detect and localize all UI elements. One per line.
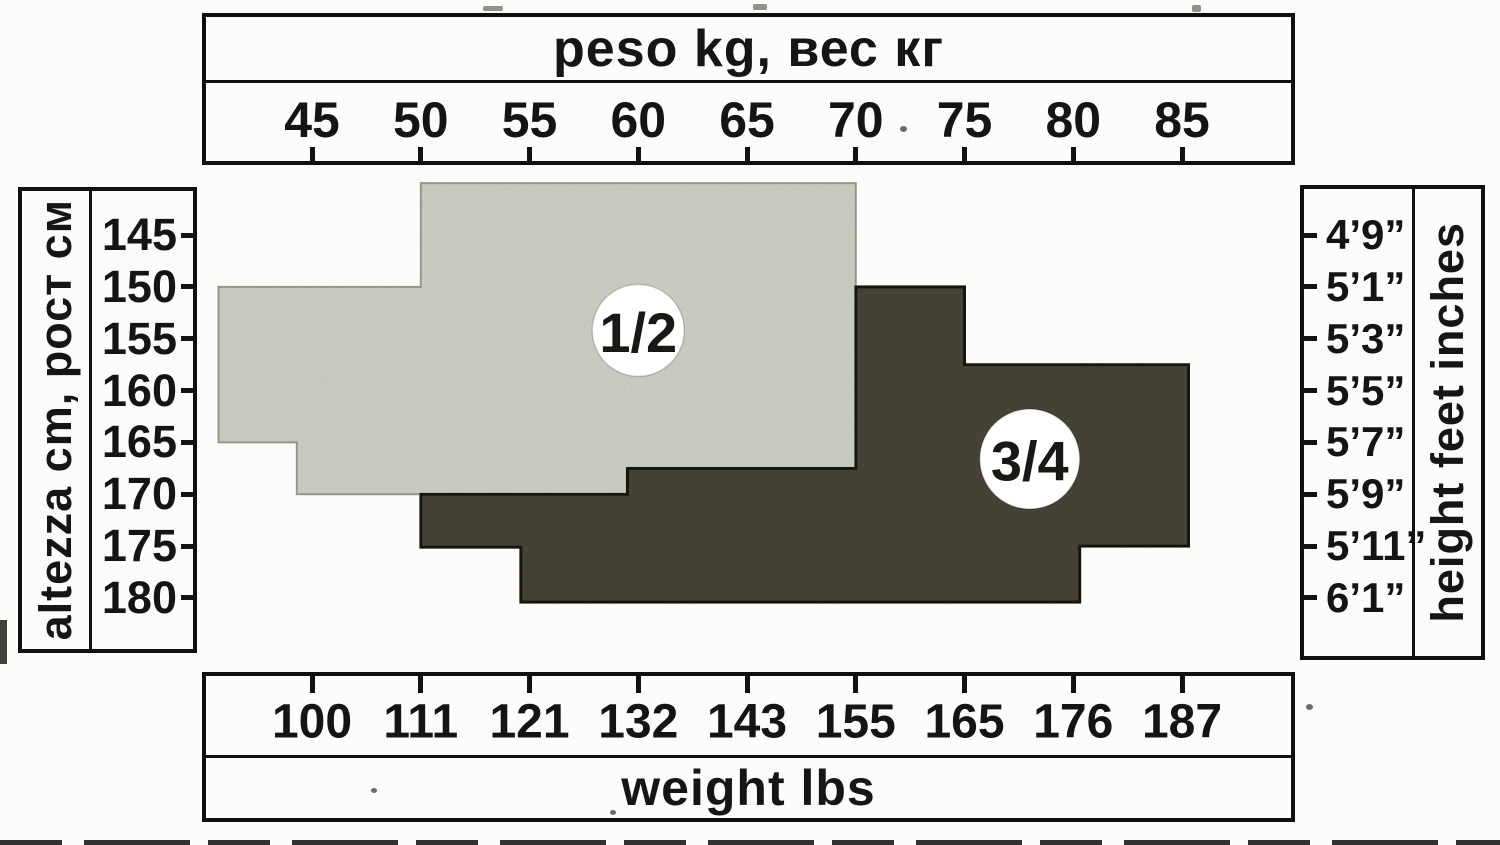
right-tick-mark-4 xyxy=(1302,439,1317,445)
left-tick-label-150: 150 xyxy=(101,260,177,312)
right-tick-label-6: 5’11” xyxy=(1326,522,1427,570)
top-tick-label-85: 85 xyxy=(1154,92,1210,148)
bottom-axis-title: weight lbs xyxy=(206,755,1291,818)
scan-corner-artifact xyxy=(0,620,7,664)
left-tick-label-165: 165 xyxy=(101,416,177,468)
top-tick-mark-55 xyxy=(527,147,532,163)
bottom-tick-mark-143 xyxy=(744,676,750,693)
right-tick-mark-3 xyxy=(1302,388,1317,394)
top-tick-label-75: 75 xyxy=(936,92,993,148)
top-tick-mark-80 xyxy=(1070,147,1076,163)
size-badge-circle-1-2 xyxy=(591,283,685,378)
left-tick-mark-155 xyxy=(181,336,196,342)
bottom-axis-title-text: weight lbs xyxy=(621,760,876,816)
scan-edge-artifact xyxy=(0,840,1500,845)
top-tick-label-50: 50 xyxy=(392,92,449,148)
left-axis-title-text: altezza cm, рост см xyxy=(29,199,81,641)
top-tick-mark-75 xyxy=(962,147,967,163)
bottom-tick-mark-121 xyxy=(527,676,532,693)
right-tick-label-1: 5’1” xyxy=(1326,262,1406,310)
scan-speck xyxy=(900,126,907,132)
left-tick-mark-160 xyxy=(181,388,196,394)
left-axis-box: altezza cm, рост см xyxy=(18,187,197,653)
top-tick-mark-65 xyxy=(744,147,750,163)
scan-smudge xyxy=(1192,5,1201,12)
scan-speck xyxy=(610,810,616,815)
bottom-tick-mark-132 xyxy=(635,676,641,693)
top-tick-label-80: 80 xyxy=(1045,92,1102,148)
bottom-tick-mark-187 xyxy=(1179,676,1185,693)
left-tick-mark-150 xyxy=(181,284,196,290)
bottom-tick-label-111: 111 xyxy=(383,695,459,749)
left-tick-mark-180 xyxy=(181,595,196,601)
bottom-tick-label-165: 165 xyxy=(924,695,1005,749)
left-tick-mark-175 xyxy=(181,543,196,549)
top-tick-mark-45 xyxy=(309,147,315,163)
bottom-axis-box: weight lbs xyxy=(202,672,1295,822)
right-tick-label-4: 5’7” xyxy=(1326,418,1406,466)
top-tick-label-60: 60 xyxy=(610,92,667,148)
bottom-tick-label-155: 155 xyxy=(815,695,896,749)
top-tick-mark-70 xyxy=(853,147,859,163)
size-badges: 1/2 3/4 xyxy=(591,283,1081,510)
size-badge-circle-3-4 xyxy=(979,408,1081,510)
top-axis-title-text: peso kg, вес кг xyxy=(553,19,944,78)
right-tick-mark-2 xyxy=(1302,336,1317,342)
bottom-tick-label-176: 176 xyxy=(1033,695,1114,749)
bottom-tick-label-100: 100 xyxy=(271,695,353,749)
right-tick-label-7: 6’1” xyxy=(1326,573,1406,621)
left-tick-label-145: 145 xyxy=(101,209,177,260)
left-tick-label-155: 155 xyxy=(101,312,177,364)
top-tick-label-65: 65 xyxy=(719,92,775,148)
bottom-tick-mark-111 xyxy=(418,676,424,693)
right-tick-label-3: 5’5” xyxy=(1326,366,1406,414)
left-tick-mark-165 xyxy=(181,439,196,445)
left-tick-label-180: 180 xyxy=(101,571,177,623)
scan-speck xyxy=(371,788,377,793)
right-tick-mark-5 xyxy=(1302,491,1317,497)
right-axis-title-text: height feet inches xyxy=(1422,222,1473,623)
top-tick-label-45: 45 xyxy=(284,92,340,148)
bottom-tick-label-132: 132 xyxy=(598,695,679,749)
scan-smudge xyxy=(483,6,503,11)
size-region-1-2 xyxy=(217,182,857,496)
left-tick-label-160: 160 xyxy=(101,364,177,416)
bottom-tick-mark-165 xyxy=(962,676,967,693)
left-tick-mark-145 xyxy=(181,232,196,238)
bottom-tick-label-143: 143 xyxy=(706,695,788,749)
top-tick-mark-50 xyxy=(418,147,424,163)
size-regions xyxy=(217,182,1190,604)
bottom-tick-mark-155 xyxy=(853,676,859,693)
size-badge-label-3-4: 3/4 xyxy=(991,430,1069,493)
right-axis-box: height feet inches xyxy=(1300,185,1485,660)
size-region-3-4 xyxy=(419,285,1190,604)
scan-smudge xyxy=(753,4,767,10)
right-tick-label-5: 5’9” xyxy=(1326,470,1406,518)
bottom-tick-mark-176 xyxy=(1070,676,1076,693)
right-tick-label-2: 5’3” xyxy=(1326,314,1406,362)
bottom-tick-mark-100 xyxy=(309,676,315,693)
right-tick-mark-1 xyxy=(1302,284,1317,290)
right-tick-mark-7 xyxy=(1302,595,1317,601)
top-axis-title: peso kg, вес кг xyxy=(206,17,1291,83)
bottom-tick-label-121: 121 xyxy=(489,695,570,749)
left-tick-label-175: 175 xyxy=(101,520,177,572)
top-tick-mark-85 xyxy=(1179,147,1185,163)
right-tick-mark-0 xyxy=(1302,232,1317,238)
bottom-tick-label-187: 187 xyxy=(1141,695,1223,749)
left-tick-label-170: 170 xyxy=(101,468,177,520)
right-tick-mark-6 xyxy=(1302,543,1317,549)
top-tick-label-70: 70 xyxy=(827,92,884,148)
top-tick-mark-60 xyxy=(635,147,641,163)
right-axis-title: height feet inches xyxy=(1412,189,1481,656)
top-axis-box: peso kg, вес кг xyxy=(202,13,1295,165)
left-tick-mark-170 xyxy=(181,491,196,497)
right-tick-label-0: 4’9” xyxy=(1326,211,1406,258)
left-axis-title: altezza cm, рост см xyxy=(22,191,92,649)
scan-speck xyxy=(1306,704,1313,710)
top-tick-label-55: 55 xyxy=(501,92,558,148)
size-badge-label-1-2: 1/2 xyxy=(599,301,677,364)
